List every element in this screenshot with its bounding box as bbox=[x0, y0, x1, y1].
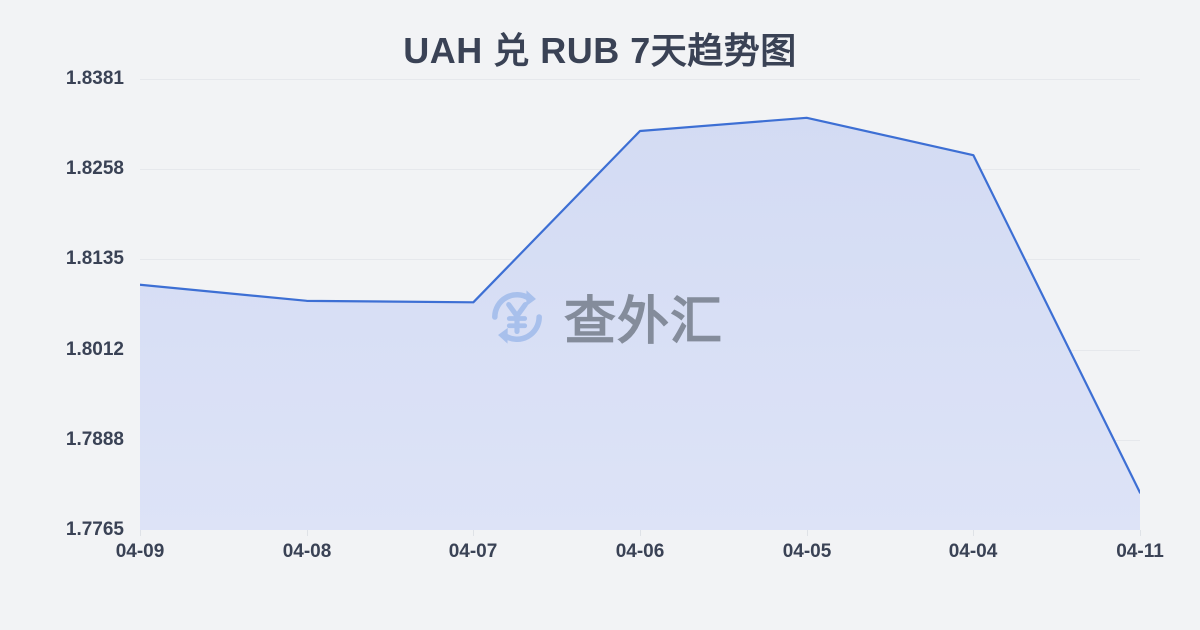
area-fill bbox=[140, 117, 1140, 530]
gridline bbox=[140, 79, 1140, 80]
x-axis-tick-mark bbox=[807, 530, 808, 536]
y-axis-tick-label: 1.7765 bbox=[65, 519, 124, 540]
series-area-line bbox=[140, 116, 1140, 530]
y-axis-tick-label: 1.8135 bbox=[65, 248, 124, 269]
x-axis-tick-mark bbox=[1140, 530, 1141, 536]
x-axis-tick-mark bbox=[640, 530, 641, 536]
page-title: UAH 兑 RUB 7天趋势图 bbox=[403, 30, 797, 71]
y-axis-tick-label: 1.8381 bbox=[65, 68, 124, 89]
x-axis-tick-label: 04-06 bbox=[615, 541, 665, 562]
x-axis-tick-label: 04-04 bbox=[948, 541, 998, 562]
x-axis-tick-label: 04-09 bbox=[115, 541, 165, 562]
x-axis-tick-label: 04-08 bbox=[282, 541, 332, 562]
plot-area bbox=[140, 79, 1140, 530]
x-axis-tick-mark bbox=[473, 530, 474, 536]
x-axis-tick-mark bbox=[973, 530, 974, 536]
y-axis-tick-label: 1.8012 bbox=[65, 339, 124, 360]
y-axis-tick-label: 1.8258 bbox=[65, 158, 124, 179]
x-axis-tick-mark bbox=[307, 530, 308, 536]
y-axis-tick-label: 1.7888 bbox=[65, 429, 124, 450]
x-axis-tick-label: 04-05 bbox=[782, 541, 832, 562]
x-axis-tick-mark bbox=[140, 530, 141, 536]
line-path bbox=[140, 116, 1140, 494]
x-axis-tick-label: 04-07 bbox=[448, 541, 498, 562]
x-axis-tick-label: 04-11 bbox=[1116, 541, 1164, 562]
